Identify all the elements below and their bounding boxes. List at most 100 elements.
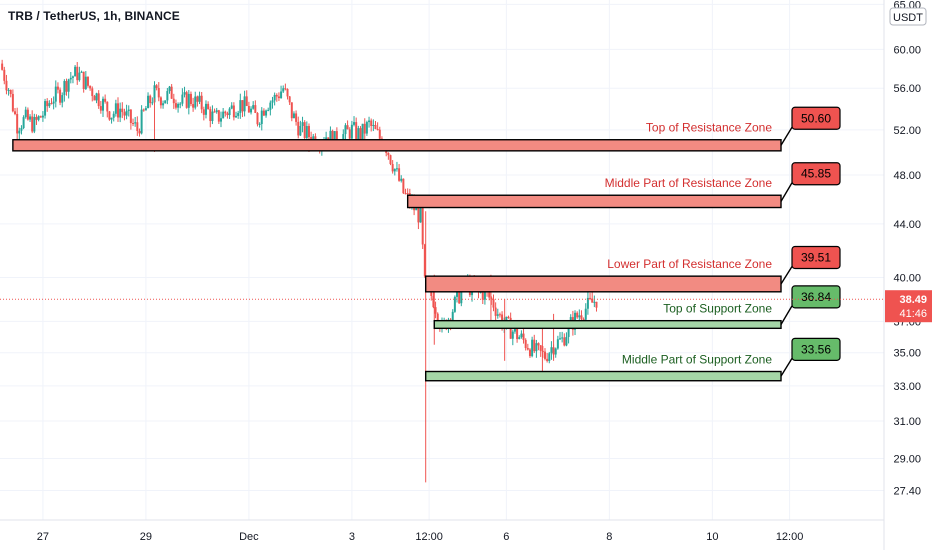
candle-body	[72, 76, 74, 77]
candle-body	[10, 90, 12, 94]
candle-body	[115, 103, 117, 113]
candle-body	[173, 99, 175, 103]
candle-body	[126, 111, 128, 116]
candle-body	[372, 125, 374, 126]
candle-body	[508, 317, 510, 318]
candle-body	[83, 72, 85, 89]
candle-body	[482, 292, 484, 300]
candle-body	[102, 99, 104, 111]
price-tick-label: 52.00	[893, 125, 921, 137]
candle-body	[370, 121, 372, 126]
candle-body	[31, 116, 33, 131]
candle-body	[38, 116, 40, 120]
candle-body	[557, 339, 559, 348]
candle-body	[160, 97, 162, 105]
candle-body	[74, 67, 76, 77]
candle-body	[435, 307, 437, 314]
candle-body	[379, 130, 381, 139]
candle-body	[194, 96, 196, 107]
zone-value-label: 45.85	[801, 167, 831, 181]
zone-callout-line	[781, 358, 792, 376]
candle-body	[199, 96, 201, 102]
candle-body	[211, 112, 213, 121]
candle-body	[364, 124, 366, 134]
candle-body	[527, 348, 529, 350]
price-tick-label: 31.00	[893, 416, 921, 428]
candle-body	[525, 340, 527, 348]
time-tick-label: 12:00	[776, 531, 804, 543]
candle-body	[23, 117, 25, 128]
candle-body	[166, 91, 168, 100]
candle-body	[394, 169, 396, 171]
current-price-value: 38.49	[899, 294, 927, 306]
candle-body	[390, 155, 392, 164]
price-tick-label: 56.00	[893, 83, 921, 95]
candle-body	[576, 313, 578, 317]
candle-body	[162, 103, 164, 105]
time-axis: 27 29 Dec 3 12:00 6 8 10 12:00	[37, 531, 804, 543]
candle-body	[563, 337, 565, 345]
current-price-tag: 38.49 41:46	[885, 290, 932, 322]
candle-body	[175, 103, 177, 108]
candle-body	[85, 77, 87, 89]
candle-body	[50, 103, 52, 104]
candle-body	[289, 96, 291, 102]
zone-value-label: 33.56	[801, 342, 831, 356]
candle-body	[35, 117, 37, 120]
candle-body	[578, 315, 580, 317]
candle-body	[368, 121, 370, 123]
candle-body	[407, 193, 409, 194]
candle-body	[282, 88, 284, 91]
candle-body	[78, 73, 80, 81]
candle-body	[512, 332, 514, 339]
candle-body	[235, 116, 237, 117]
candle-body	[76, 67, 78, 80]
candle-body	[70, 78, 72, 80]
price-tick-label: 48.00	[893, 170, 921, 182]
candle-body	[121, 109, 123, 112]
time-tick-label: 27	[37, 531, 49, 543]
symbol-title: TRB / TetherUS, 1h, BINANCE	[8, 9, 180, 23]
price-tick-label: 29.00	[893, 454, 921, 466]
candle-body	[248, 106, 250, 112]
candle-body	[16, 114, 18, 133]
candle-body	[595, 302, 597, 308]
currency-label: USDT	[893, 12, 923, 24]
candle-body	[216, 110, 218, 112]
candle-body	[158, 88, 160, 97]
candle-body	[550, 347, 552, 353]
price-tick-label: 40.00	[893, 273, 921, 285]
candle-body	[417, 207, 419, 222]
candle-body	[108, 111, 110, 119]
price-tick-label: 44.00	[893, 219, 921, 231]
candle-body	[33, 117, 35, 132]
candle-body	[119, 109, 121, 118]
candle-body	[535, 343, 537, 351]
candle-body	[177, 104, 179, 108]
candle-body	[66, 81, 68, 92]
time-tick-label: 29	[140, 531, 152, 543]
candle-body	[555, 348, 557, 354]
candle-body	[18, 131, 20, 134]
candle-body	[302, 122, 304, 126]
candle-body	[89, 86, 91, 89]
candle-body	[306, 126, 308, 138]
zone-callout-line	[781, 266, 792, 283]
candle-body	[295, 113, 297, 121]
candle-body	[171, 87, 173, 99]
zone-title: Lower Part of Resistance Zone	[607, 257, 772, 271]
candle-body	[196, 96, 198, 101]
candle-body	[387, 153, 389, 155]
zone-band	[426, 276, 781, 292]
time-tick-label: 8	[606, 531, 612, 543]
candle-body	[164, 100, 166, 103]
candle-body	[497, 314, 499, 316]
candle-body	[179, 104, 181, 105]
price-tick-label: 27.40	[893, 485, 921, 497]
candle-body	[392, 164, 394, 171]
zone-title: Middle Part of Support Zone	[622, 353, 772, 367]
candle-body	[291, 102, 293, 118]
candle-body	[205, 104, 207, 115]
candle-body	[460, 291, 462, 304]
